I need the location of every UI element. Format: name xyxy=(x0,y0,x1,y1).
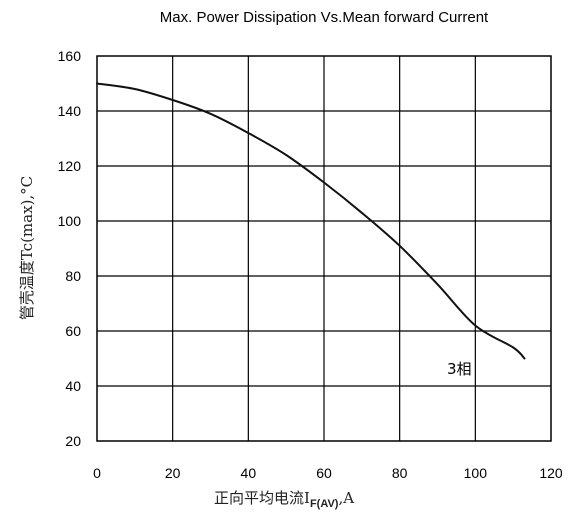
x-tick-label: 80 xyxy=(392,465,408,481)
x-axis-title: 正向平均电流IF(AV),A xyxy=(214,489,354,510)
chart-title: Max. Power Dissipation Vs.Mean forward C… xyxy=(160,9,489,26)
y-tick-labels: 20 40 60 80 100 120 140 160 xyxy=(58,48,82,449)
y-tick-label: 80 xyxy=(65,268,81,284)
x-tick-labels: 0 20 40 60 80 100 120 xyxy=(93,465,563,481)
y-tick-label: 120 xyxy=(58,158,82,174)
x-tick-label: 0 xyxy=(93,465,101,481)
y-tick-label: 100 xyxy=(58,213,82,229)
x-tick-label: 100 xyxy=(464,465,488,481)
x-tick-label: 120 xyxy=(539,465,563,481)
x-axis-title-subscript: F(AV) xyxy=(310,498,339,510)
y-tick-label: 20 xyxy=(65,433,81,449)
y-tick-label: 140 xyxy=(58,103,82,119)
x-tick-label: 60 xyxy=(316,465,332,481)
x-axis-title-unit: ,A xyxy=(338,489,354,507)
y-tick-label: 60 xyxy=(65,323,81,339)
grid-lines xyxy=(97,56,551,441)
y-tick-label: 160 xyxy=(58,48,82,64)
series-annotation: 3相 xyxy=(447,360,472,378)
x-axis-title-main: 正向平均电流I xyxy=(214,489,310,507)
x-tick-label: 40 xyxy=(241,465,257,481)
y-tick-label: 40 xyxy=(65,378,81,394)
y-axis-title: 管壳温度Tc(max),°C xyxy=(18,176,36,320)
x-tick-label: 20 xyxy=(165,465,181,481)
